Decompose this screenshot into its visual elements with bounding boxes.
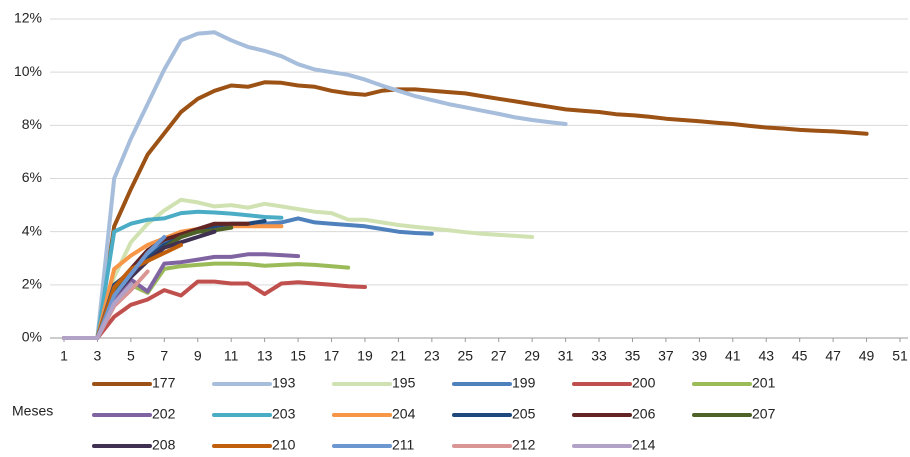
y-tick-label: 12%: [14, 10, 42, 26]
legend-label: 208: [152, 437, 176, 453]
x-tick-label: 33: [591, 348, 607, 364]
series-line: [62, 282, 133, 340]
series-line: [62, 279, 367, 340]
legend-label: 214: [632, 437, 656, 453]
x-tick-label: 19: [357, 348, 373, 364]
x-tick-label: 35: [625, 348, 641, 364]
x-tick-label: 17: [324, 348, 340, 364]
legend-label: 211: [392, 437, 415, 453]
x-tick-label: 47: [825, 348, 841, 364]
y-tick-label: 0%: [22, 329, 42, 345]
x-tick-label: 15: [290, 348, 306, 364]
legend-label: 204: [392, 406, 416, 422]
x-tick-label: 43: [758, 348, 774, 364]
x-tick-label: 25: [457, 348, 473, 364]
x-tick-label: 9: [194, 348, 202, 364]
x-tick-label: 7: [160, 348, 168, 364]
x-tick-label: 13: [257, 348, 273, 364]
x-tick-label: 39: [692, 348, 708, 364]
x-tick-label: 27: [491, 348, 507, 364]
y-tick-label: 8%: [22, 116, 42, 132]
series-line: [62, 216, 434, 340]
x-tick-label: 3: [94, 348, 102, 364]
x-axis-label: Meses: [12, 403, 53, 419]
x-tick-label: 37: [658, 348, 674, 364]
legend-label: 200: [632, 375, 656, 391]
x-tick-label: 23: [424, 348, 440, 364]
y-tick-label: 6%: [22, 169, 42, 185]
y-tick-label: 10%: [14, 63, 42, 79]
x-tick-label: 51: [892, 348, 908, 364]
series-line: [62, 197, 535, 340]
x-tick-label: 41: [725, 348, 741, 364]
legend-label: 207: [752, 406, 776, 422]
legend-label: 205: [512, 406, 536, 422]
series-line: [62, 80, 869, 340]
x-tick-label: 5: [127, 348, 135, 364]
legend-label: 202: [152, 406, 176, 422]
x-tick-label: 29: [524, 348, 540, 364]
x-tick-label: 21: [391, 348, 407, 364]
legend-label: 212: [512, 437, 536, 453]
x-tick-label: 1: [60, 348, 68, 364]
series-line: [62, 209, 284, 340]
x-tick-label: 31: [558, 348, 574, 364]
legend-label: 210: [272, 437, 296, 453]
legend-label: 195: [392, 375, 416, 391]
legend-label: 193: [272, 375, 296, 391]
legend-label: 203: [272, 406, 296, 422]
legend-label: 177: [152, 375, 176, 391]
x-tick-label: 49: [859, 348, 875, 364]
x-tick-label: 11: [224, 348, 239, 364]
y-tick-label: 2%: [22, 276, 42, 292]
y-tick-label: 4%: [22, 222, 42, 238]
legend-label: 201: [752, 375, 776, 391]
x-tick-label: 45: [792, 348, 808, 364]
legend-label: 206: [632, 406, 656, 422]
legend-label: 199: [512, 375, 536, 391]
series-line: [62, 30, 568, 340]
